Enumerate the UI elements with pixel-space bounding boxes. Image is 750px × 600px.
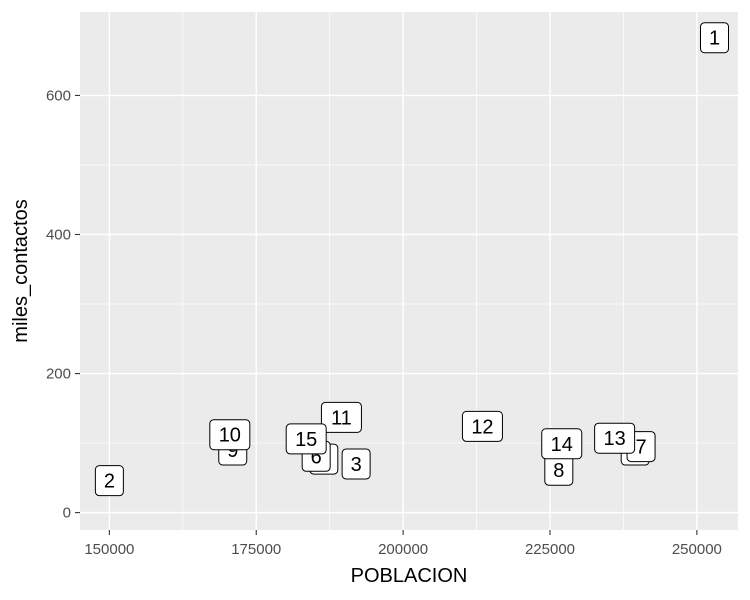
- y-tick-label: 200: [46, 366, 71, 383]
- point-label-box: [461, 410, 503, 442]
- point-label-text: 1: [709, 28, 720, 50]
- point-label-text: 3: [351, 454, 362, 476]
- point-label-box: [285, 423, 327, 455]
- point-label-15: 15: [285, 423, 327, 455]
- point-label-box: [320, 401, 362, 433]
- x-tick-label: 225000: [525, 541, 575, 558]
- y-tick-label: 600: [46, 87, 71, 104]
- x-axis: 150000 175000 200000 225000 250000: [84, 530, 722, 558]
- point-label-text: 6: [311, 446, 322, 468]
- grid-minor: [80, 12, 738, 530]
- point-label-2: 2: [94, 465, 124, 497]
- point-label-box: [700, 22, 729, 54]
- point-label-10: 10: [209, 419, 251, 451]
- point-label-1: 1: [700, 22, 729, 54]
- point-label-box: [94, 465, 124, 497]
- point-label-text: 9: [227, 440, 238, 462]
- x-tick-label: 175000: [231, 541, 281, 558]
- y-tick-label: 400: [46, 226, 71, 243]
- point-label-8: 8: [544, 454, 574, 486]
- point-label-text: 2: [104, 471, 115, 493]
- point-label-text: 14: [551, 434, 573, 456]
- point-label-3: 3: [341, 448, 371, 480]
- point-label-text: 10: [219, 425, 241, 447]
- point-label-box: [594, 422, 636, 454]
- y-axis: 0 200 400 600: [46, 87, 80, 522]
- x-tick-label: 250000: [672, 541, 722, 558]
- x-tick-label: 200000: [378, 541, 428, 558]
- point-label-text: 12: [471, 416, 493, 438]
- y-tick-label: 0: [63, 505, 71, 522]
- point-label-text: 7: [636, 437, 647, 459]
- point-label-text: 13: [604, 428, 626, 450]
- x-tick-label: 150000: [84, 541, 134, 558]
- point-label-box: [541, 428, 583, 460]
- point-labels: 123456789101112131415: [94, 22, 729, 497]
- point-label-11: 11: [320, 401, 362, 433]
- point-label-box: [341, 448, 371, 480]
- point-label-text: 11: [331, 407, 352, 429]
- point-label-text: 15: [295, 429, 317, 451]
- point-label-13: 13: [594, 422, 636, 454]
- y-axis-title: miles_contactos: [10, 199, 32, 342]
- point-label-text: 8: [553, 460, 564, 482]
- point-label-box: [209, 419, 251, 451]
- x-axis-title: POBLACION: [351, 565, 468, 587]
- point-label-14: 14: [541, 428, 583, 460]
- point-label-12: 12: [461, 410, 503, 442]
